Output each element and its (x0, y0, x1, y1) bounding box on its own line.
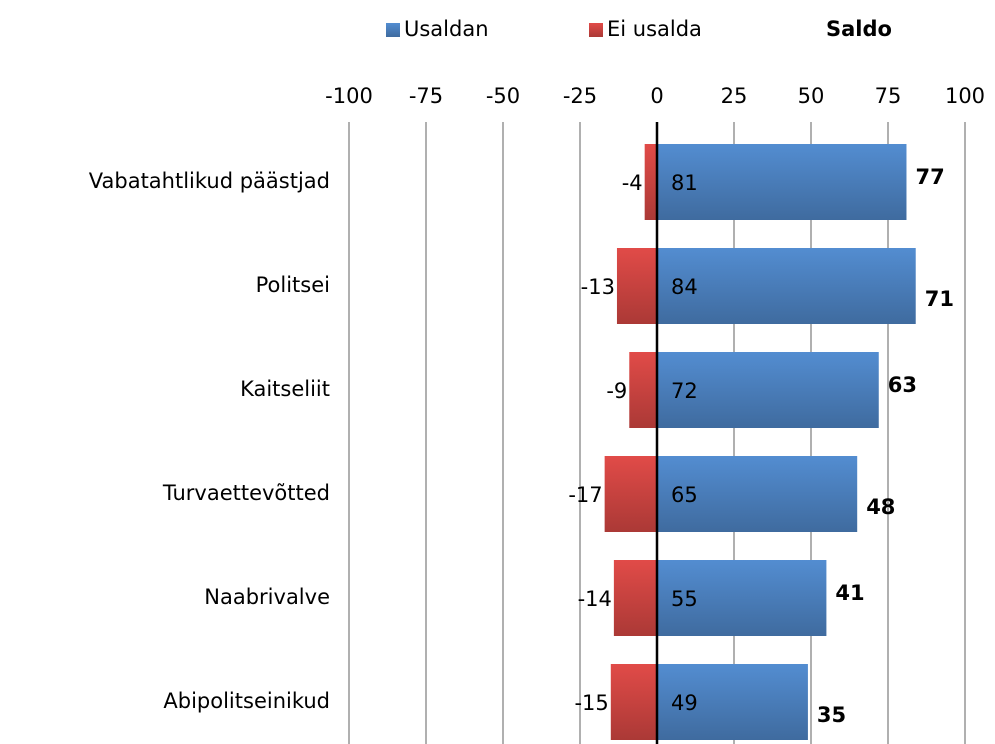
saldo-label: 63 (888, 373, 917, 397)
category-label: Politsei (256, 273, 330, 297)
x-tick-label: -50 (486, 84, 520, 108)
category-label: Vabatahtlikud päästjad (89, 169, 330, 193)
value-label: -4 (622, 171, 643, 195)
category-label: Naabrivalve (204, 585, 330, 609)
bar (616, 248, 657, 324)
bar (657, 248, 916, 324)
legend-swatch (386, 23, 400, 37)
x-tick-label: -75 (409, 84, 443, 108)
bar (657, 560, 827, 636)
x-tick-label: 50 (798, 84, 825, 108)
value-label: 65 (671, 483, 698, 507)
bar (613, 560, 657, 636)
legend-label: Ei usalda (607, 17, 702, 41)
legend-label: Usaldan (404, 17, 489, 41)
category-label: Abipolitseinikud (163, 689, 330, 713)
value-label: -17 (568, 483, 602, 507)
bar (657, 456, 858, 532)
saldo-label: 41 (835, 581, 864, 605)
category-label: Turvaettevõtted (162, 481, 330, 505)
category-label: Kaitseliit (240, 377, 330, 401)
x-tick-label: 25 (721, 84, 748, 108)
saldo-label: 35 (817, 703, 846, 727)
saldo-label: 77 (915, 165, 944, 189)
value-label: -13 (581, 275, 615, 299)
value-label: 55 (671, 587, 698, 611)
value-label: 81 (671, 171, 698, 195)
bar (657, 352, 879, 428)
value-label: 72 (671, 379, 698, 403)
value-label: 84 (671, 275, 698, 299)
bar (629, 352, 657, 428)
bar (610, 664, 657, 740)
legend-label: Saldo (826, 17, 892, 41)
value-label: 49 (671, 691, 698, 715)
saldo-label: 71 (925, 287, 954, 311)
legend-swatch (589, 23, 603, 37)
value-label: -15 (574, 691, 608, 715)
value-label: -9 (606, 379, 627, 403)
x-tick-label: -25 (563, 84, 597, 108)
saldo-label: 48 (866, 495, 895, 519)
value-label: -14 (578, 587, 612, 611)
bar (657, 144, 907, 220)
x-tick-label: 100 (945, 84, 985, 108)
x-tick-label: 75 (875, 84, 902, 108)
bar (657, 664, 808, 740)
x-tick-label: -100 (325, 84, 373, 108)
bar (644, 144, 657, 220)
bar (604, 456, 657, 532)
x-tick-label: 0 (650, 84, 663, 108)
